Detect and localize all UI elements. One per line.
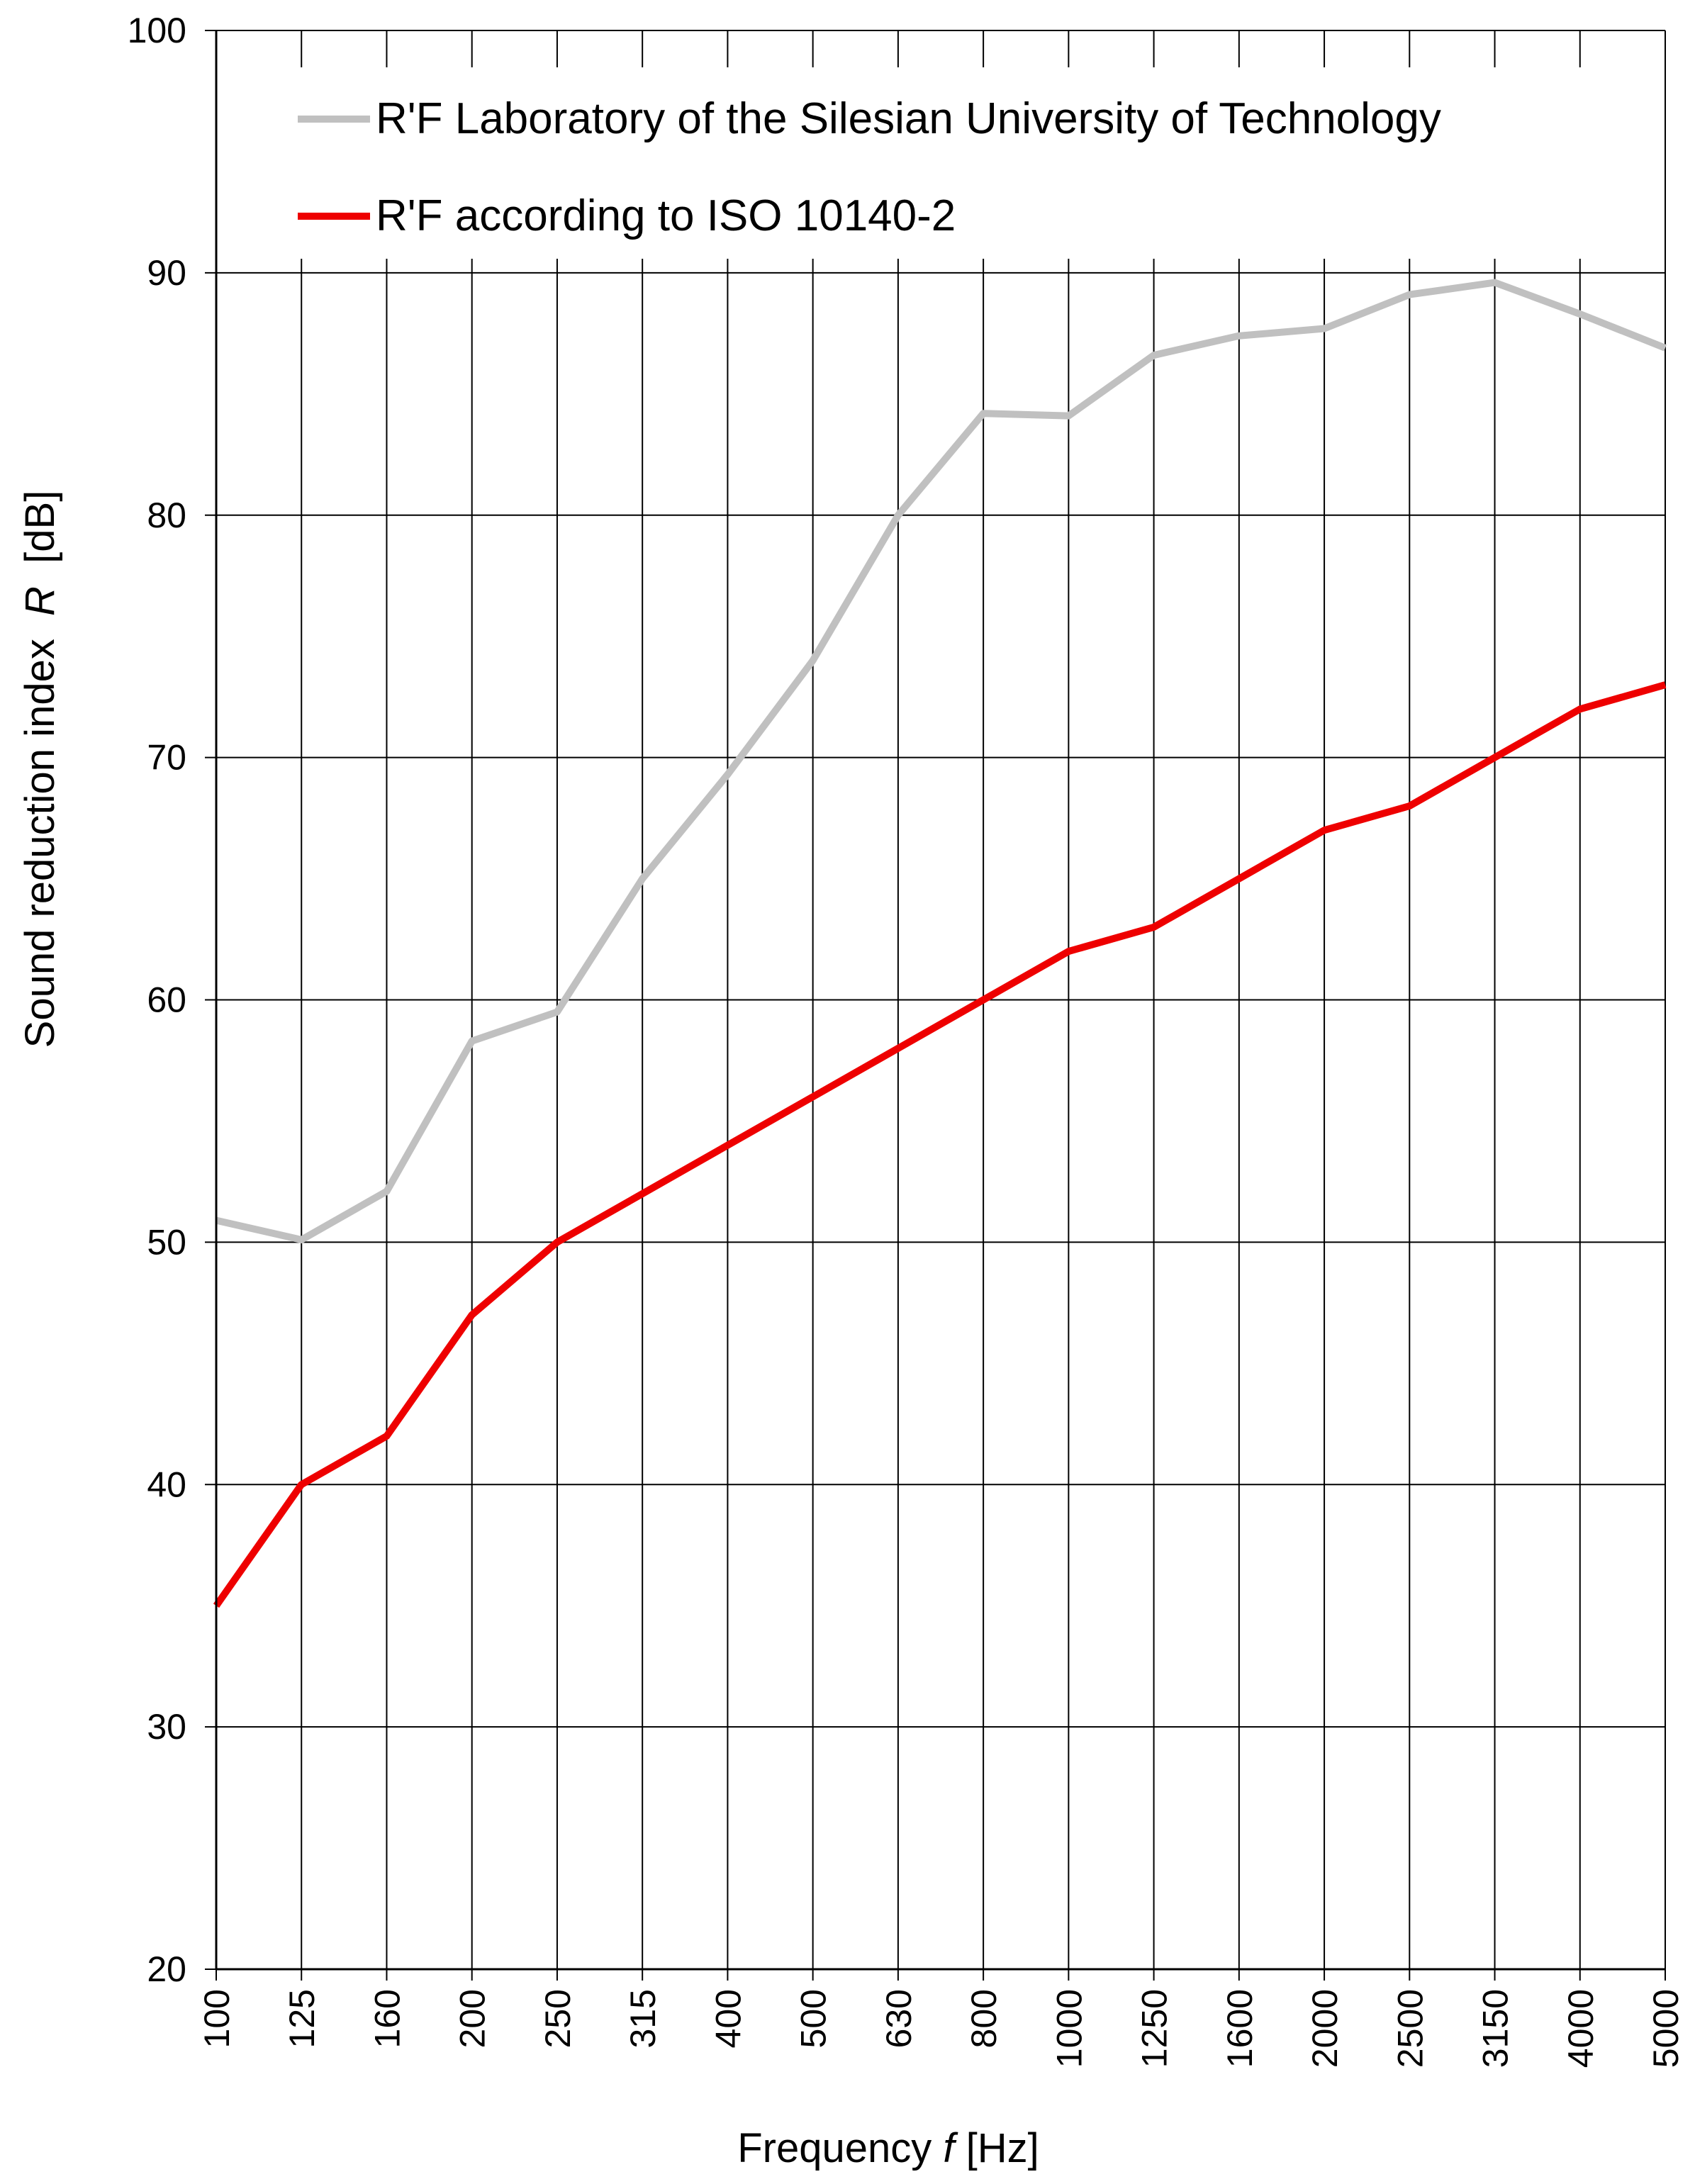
y-tick-label-90: 90 (147, 253, 186, 293)
x-tick-labels: 100 125 160 200 250 315 400 500 630 800 1000 1250 16… (197, 1989, 1686, 2068)
y-tick-label-50: 50 (147, 1222, 186, 1262)
legend-label-iso: R'F according to ISO 10140-2 (376, 191, 956, 240)
x-tick-label-200: 200 (453, 1989, 493, 2048)
x-tick-label-4000: 4000 (1561, 1989, 1601, 2068)
y-tick-label-20: 20 (147, 1949, 186, 1989)
y-tick-label-70: 70 (147, 738, 186, 778)
y-tick-labels: 20 30 40 50 60 70 80 90 100 (128, 11, 186, 1989)
y-tick-label-60: 60 (147, 980, 186, 1020)
y-tick-label-40: 40 (147, 1465, 186, 1504)
y-tick-label-100: 100 (128, 11, 186, 50)
y-axis-title-unit: [dB] (17, 491, 63, 586)
x-tick-label-800: 800 (964, 1989, 1004, 2048)
x-tick-label-630: 630 (879, 1989, 919, 2048)
x-tick-label-100: 100 (197, 1989, 237, 2048)
legend-label-laboratory: R'F Laboratory of the Silesian Universit… (376, 94, 1441, 143)
x-tick-label-1000: 1000 (1049, 1989, 1089, 2068)
x-tick-label-3150: 3150 (1476, 1989, 1516, 2068)
x-axis-title-part-1: Frequency (737, 2125, 943, 2171)
x-axis-title: Frequency f [Hz] (737, 2125, 1039, 2171)
y-axis-title: Sound reduction index R [dB] (17, 491, 63, 1048)
y-axis-title-part-1: Sound reduction index (17, 616, 63, 1048)
y-tick-label-80: 80 (147, 495, 186, 535)
x-tick-label-1600: 1600 (1220, 1989, 1260, 2068)
x-tick-label-500: 500 (794, 1989, 834, 2048)
series-line-iso (213, 681, 1667, 1608)
x-tick-label-400: 400 (708, 1989, 748, 2048)
x-tick-label-125: 125 (282, 1989, 322, 2048)
legend: R'F Laboratory of the Silesian Universit… (276, 67, 1602, 259)
series-line-laboratory (215, 279, 1667, 1243)
axes (205, 30, 1666, 1981)
x-tick-label-250: 250 (538, 1989, 578, 2048)
series-lines (213, 279, 1667, 1608)
x-tick-label-315: 315 (623, 1989, 663, 2048)
y-tick-label-30: 30 (147, 1707, 186, 1747)
x-tick-label-2500: 2500 (1390, 1989, 1430, 2068)
x-tick-label-1250: 1250 (1135, 1989, 1175, 2068)
x-tick-label-2000: 2000 (1305, 1989, 1345, 2068)
grid (216, 30, 1666, 1970)
x-tick-label-5000: 5000 (1646, 1989, 1686, 2068)
x-axis-title-unit: [Hz] (955, 2125, 1039, 2171)
legend-background (276, 67, 1602, 259)
y-axis-title-symbol: R (17, 586, 63, 616)
x-tick-label-160: 160 (367, 1989, 407, 2048)
